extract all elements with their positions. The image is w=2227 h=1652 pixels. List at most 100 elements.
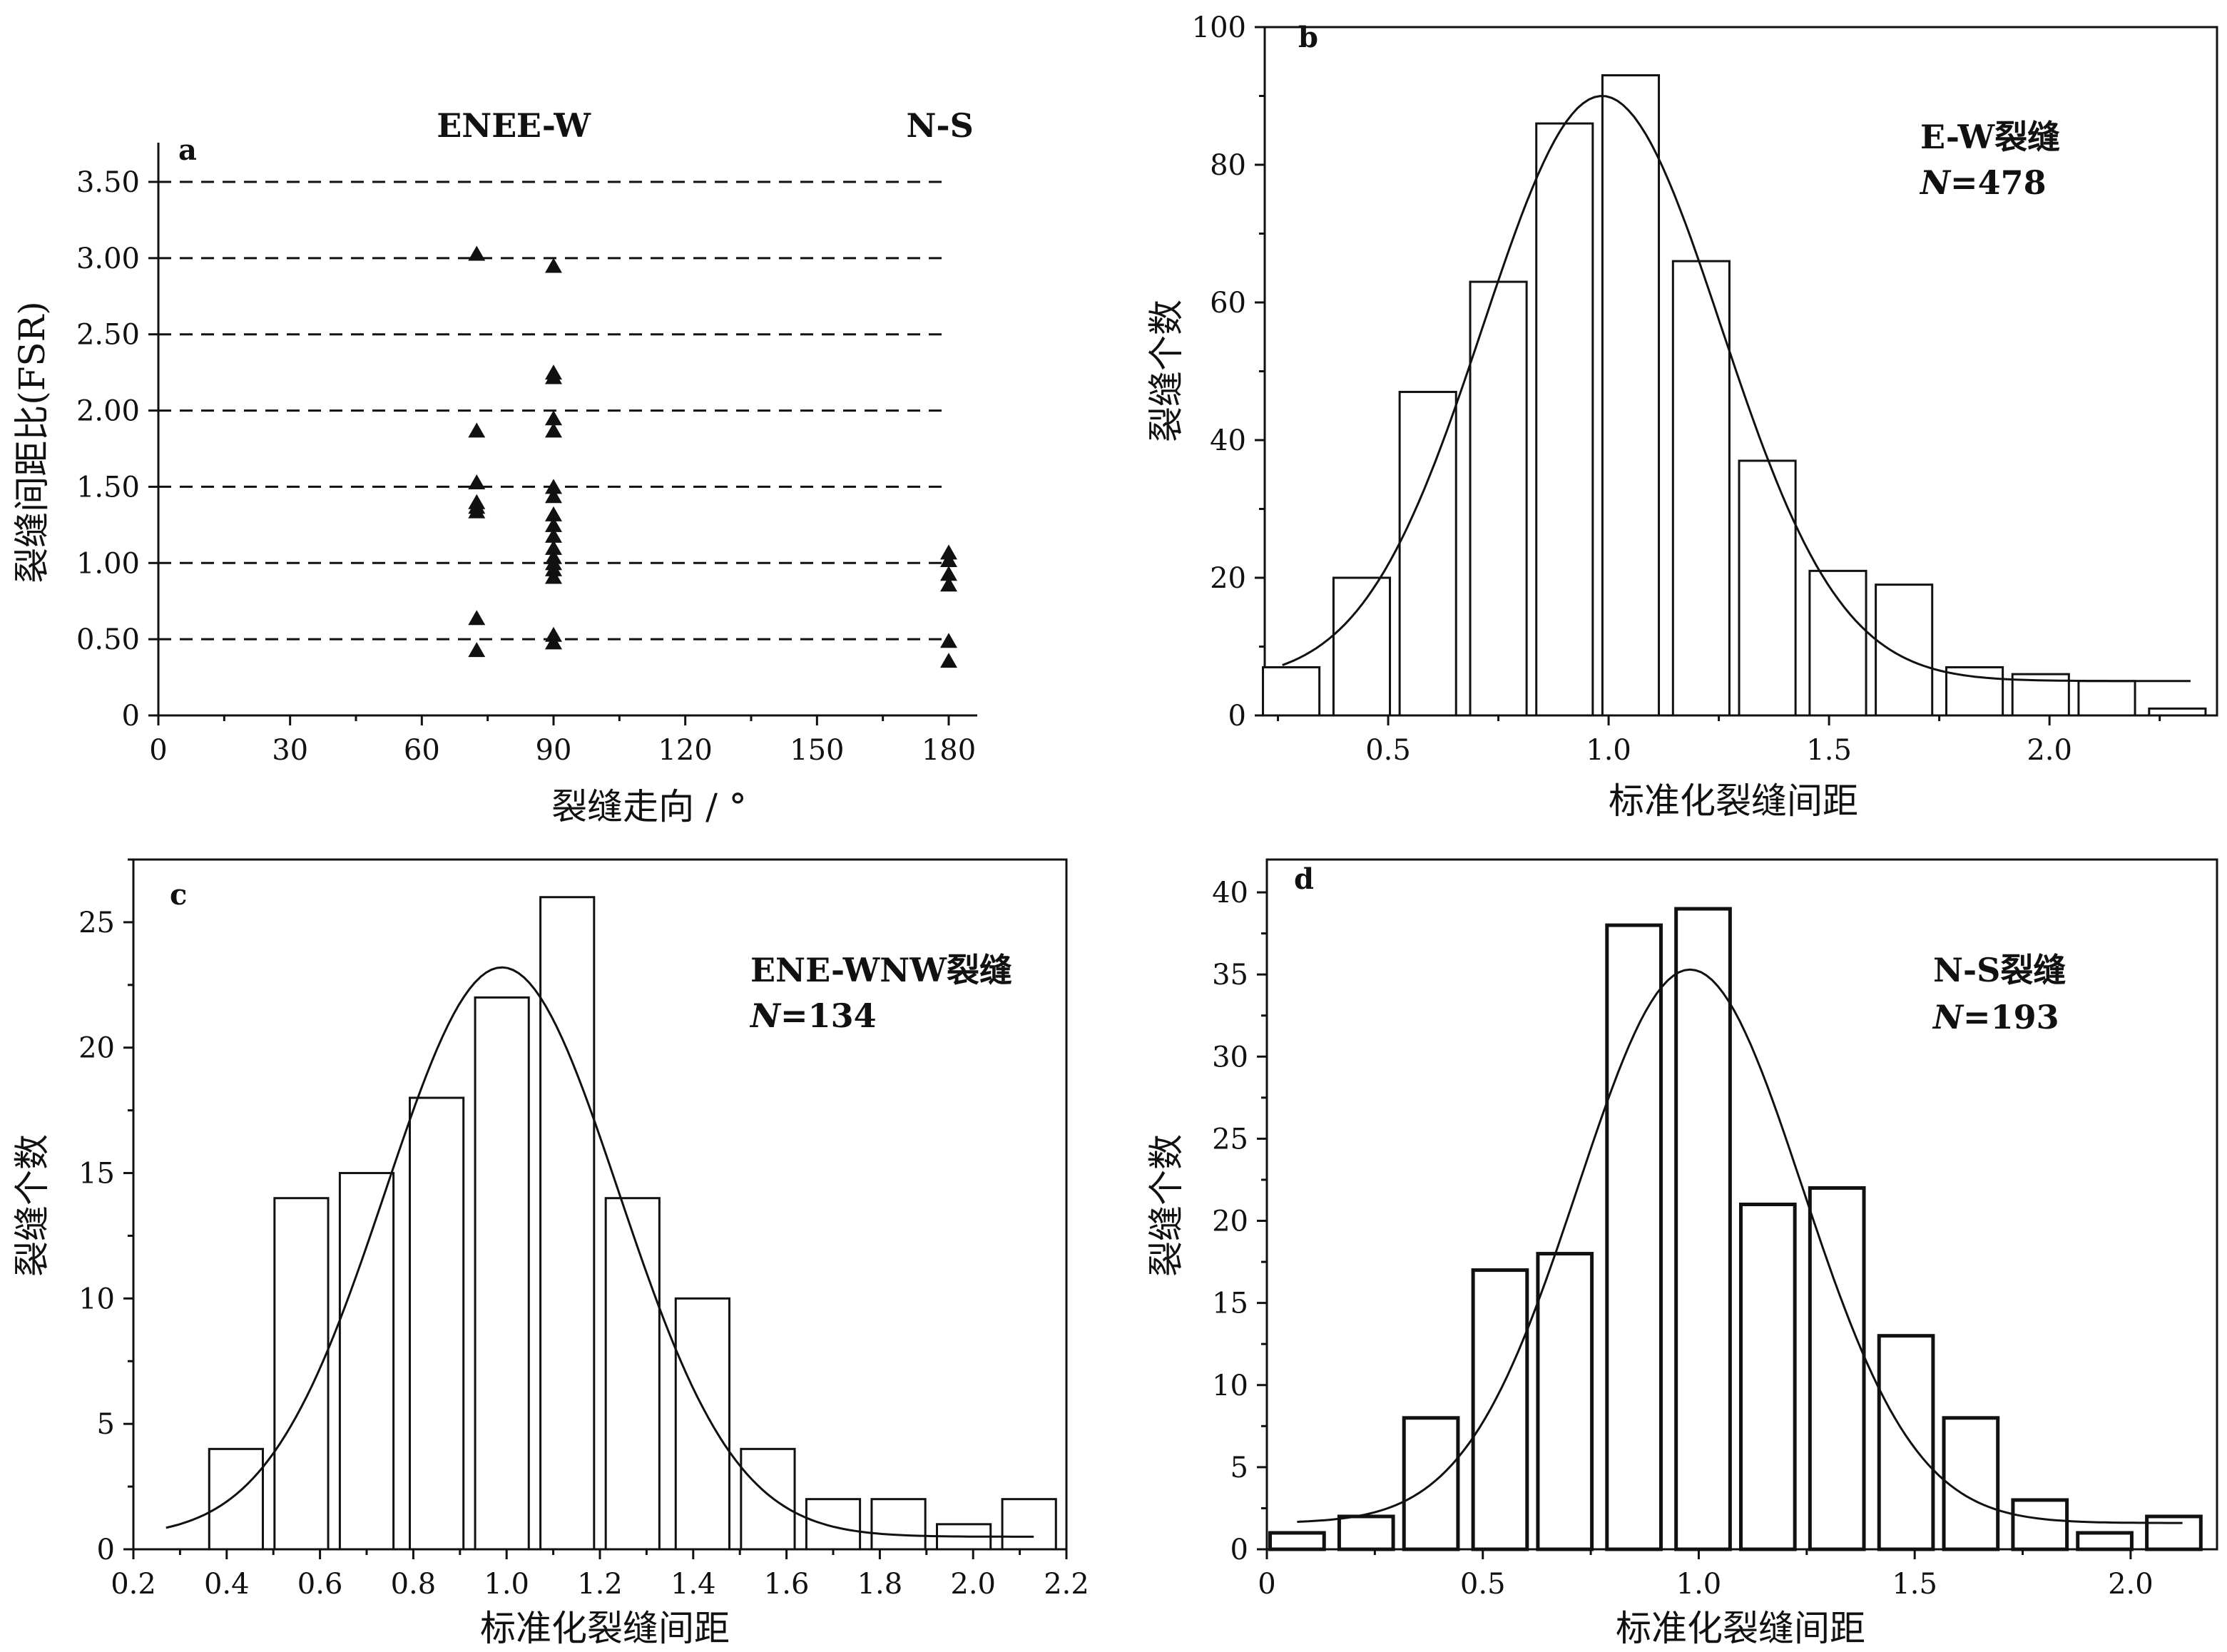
panel-a-point xyxy=(545,539,562,555)
panel-c-y-tick-label: 20 xyxy=(78,1032,115,1065)
panel-a-y-tick-label: 0 xyxy=(122,700,140,733)
panel-d-x-tick-label: 1.0 xyxy=(1676,1568,1722,1601)
panel-c-y-tick-label: 25 xyxy=(78,907,115,939)
panel-a-x-tick-label: 0 xyxy=(149,734,167,767)
panel-c-bar xyxy=(604,1197,661,1551)
panel-a-point xyxy=(468,610,486,626)
panel-c-bar xyxy=(539,896,596,1551)
panel-d-bar xyxy=(1605,923,1663,1551)
panel-d-bar xyxy=(2011,1498,2069,1551)
panel-a-point xyxy=(545,422,562,438)
panel-b-y-tick-label: 100 xyxy=(1192,11,1246,44)
panel-b-y-tick-label: 0 xyxy=(1228,700,1246,733)
panel-a-x-tick-label: 30 xyxy=(272,734,308,767)
panel-b-bar xyxy=(1469,280,1528,717)
panel-a-point xyxy=(545,568,562,584)
panel-d-ns-histogram: d 0 5 10 15 20 25 30 35 40 0 0.5 1.0 1.5 2.0 N-S裂缝 N=… xyxy=(1146,858,2218,1649)
panel-a-group-label: N-S xyxy=(907,106,974,145)
panel-b-x-tick-label: 0.5 xyxy=(1365,734,1411,767)
panel-d-x-axis-title: 标准化裂缝间距 xyxy=(1616,1608,1865,1649)
panel-d-bar xyxy=(1268,1531,1326,1551)
panel-c-ene-wnw-histogram: c 0 5 10 15 20 25 0.2 0.4 0.6 0.8 1.0 1.2 1.4 1.6 1.8 2… xyxy=(11,858,1089,1649)
panel-a-point xyxy=(545,479,562,494)
panel-c-bar xyxy=(408,1096,465,1551)
panel-a-point xyxy=(545,369,562,384)
panel-c-x-tick-label: 1.0 xyxy=(484,1568,529,1601)
panel-a-point xyxy=(545,410,562,426)
panel-d-label: d xyxy=(1294,862,1314,896)
panel-c-x-tick-label: 1.4 xyxy=(671,1568,716,1601)
panel-c-x-tick-label: 0.8 xyxy=(391,1568,437,1601)
panel-a-point xyxy=(545,516,562,532)
panel-b-bar xyxy=(1262,666,1321,717)
panel-d-annotation-n: N xyxy=(1932,998,1964,1036)
panel-a-point xyxy=(940,552,957,568)
panel-b-ew-histogram: b 0 20 40 60 80 100 0.5 1.0 1.5 2.0 E-W裂缝 N=478 标… xyxy=(1146,11,2218,822)
panel-a-fsr-scatter: a ENE E-W N-S 0 0.50 1.00 1.50 2.00 2.50 3.00 3.50… xyxy=(11,106,977,827)
panel-c-y-tick-label: 5 xyxy=(97,1408,115,1441)
panel-d-y-tick-label: 15 xyxy=(1212,1288,1248,1320)
panel-d-annotation-title: N-S裂缝 xyxy=(1933,951,2066,989)
panel-c-annotation-value: =134 xyxy=(780,996,877,1035)
panel-c-y-tick-label: 15 xyxy=(78,1158,115,1190)
panel-a-point xyxy=(940,544,957,560)
panel-d-y-tick-label: 0 xyxy=(1230,1534,1248,1566)
panel-c-annotation-n: N xyxy=(749,996,782,1035)
panel-a-x-tick-label: 150 xyxy=(790,734,844,767)
panel-b-label: b xyxy=(1298,21,1318,54)
panel-a-x-axis-title: 裂缝走向 / ° xyxy=(551,786,747,827)
panel-c-bar xyxy=(208,1447,264,1551)
panel-c-x-tick-label: 0.2 xyxy=(111,1568,156,1601)
panel-d-y-tick-label: 30 xyxy=(1212,1041,1248,1074)
panel-a-point xyxy=(545,561,562,576)
panel-a-point xyxy=(545,527,562,543)
panel-c-bar xyxy=(870,1498,927,1551)
panel-c-bar xyxy=(674,1297,730,1551)
panel-d-y-tick-label: 5 xyxy=(1230,1452,1248,1484)
panel-b-y-tick-label: 20 xyxy=(1210,562,1246,595)
panel-a-y-tick-label: 3.00 xyxy=(76,243,140,275)
panel-a-y-tick-label: 1.00 xyxy=(76,547,140,580)
panel-c-fit-curve xyxy=(165,966,1034,1538)
panel-b-bar xyxy=(2077,680,2136,717)
panel-c-y-axis-title: 裂缝个数 xyxy=(11,1134,53,1277)
panel-a-point xyxy=(940,633,957,648)
panel-a-point xyxy=(940,576,957,592)
panel-c-bar xyxy=(273,1197,330,1551)
panel-b-x-tick-label: 1.0 xyxy=(1586,734,1631,767)
panel-a-point xyxy=(545,626,562,642)
panel-d-y-tick-label: 25 xyxy=(1212,1123,1248,1156)
panel-d-y-tick-label: 35 xyxy=(1212,959,1248,991)
panel-c-x-tick-label: 1.6 xyxy=(764,1568,810,1601)
panel-b-bar xyxy=(1738,459,1797,717)
panel-a-group-label: ENE xyxy=(437,106,516,145)
panel-b-annotation-n: N xyxy=(1919,163,1952,202)
panel-a-point xyxy=(468,245,486,261)
panel-d-y-axis-title: 裂缝个数 xyxy=(1146,1134,1187,1277)
panel-a-x-tick-label: 60 xyxy=(404,734,440,767)
panel-d-bar xyxy=(2076,1531,2134,1551)
panel-d-bar xyxy=(1337,1514,1395,1551)
panel-c-annotation-title: ENE-WNW裂缝 xyxy=(750,951,1012,989)
panel-b-bar xyxy=(1398,390,1457,717)
panel-c-bar xyxy=(740,1447,796,1551)
panel-a-x-tick-label: 90 xyxy=(536,734,572,767)
panel-b-bar xyxy=(1535,122,1594,717)
panel-d-bar xyxy=(1536,1252,1594,1551)
panel-b-y-tick-label: 80 xyxy=(1210,149,1246,182)
panel-a-point xyxy=(468,642,486,658)
panel-d-bar xyxy=(1808,1186,1866,1551)
panel-d-bar xyxy=(1674,907,1732,1551)
panel-a-point xyxy=(545,258,562,273)
panel-a-y-tick-label: 3.50 xyxy=(76,166,140,199)
panel-a-y-tick-label: 0.50 xyxy=(76,623,140,656)
panel-a-y-tick-label: 2.50 xyxy=(76,319,140,352)
panel-c-bar xyxy=(805,1498,862,1551)
panel-d-bar xyxy=(1877,1334,1935,1551)
panel-c-y-tick-label: 0 xyxy=(97,1534,115,1566)
panel-d-y-tick-label: 20 xyxy=(1212,1205,1248,1238)
panel-c-x-axis-title: 标准化裂缝间距 xyxy=(480,1608,730,1649)
panel-d-annotation-count: N=193 xyxy=(1932,998,2059,1036)
panel-b-bar xyxy=(1332,576,1392,717)
panel-b-annotation-title: E-W裂缝 xyxy=(1920,118,2060,156)
